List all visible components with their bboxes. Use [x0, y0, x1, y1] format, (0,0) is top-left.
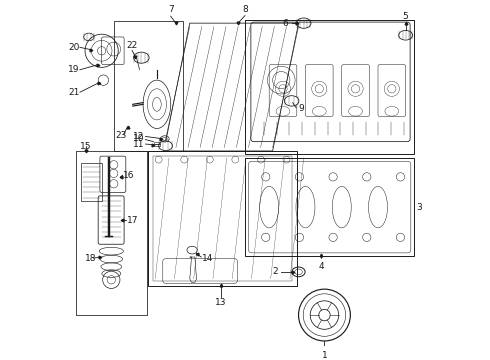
Ellipse shape	[159, 141, 172, 150]
Bar	[76, 151, 147, 315]
Text: 19: 19	[69, 65, 80, 74]
Bar	[245, 158, 414, 256]
Bar	[148, 151, 297, 286]
Text: 11: 11	[133, 140, 145, 149]
Text: 2: 2	[272, 267, 278, 276]
Text: 7: 7	[168, 5, 173, 14]
Text: 1: 1	[321, 351, 327, 360]
Text: 22: 22	[126, 41, 138, 50]
Text: 12: 12	[133, 132, 145, 141]
Ellipse shape	[284, 96, 299, 106]
Text: 5: 5	[403, 12, 409, 21]
Bar	[154, 142, 160, 144]
Text: 15: 15	[80, 142, 91, 151]
Text: 4: 4	[318, 261, 324, 270]
Text: 6: 6	[282, 19, 288, 28]
Text: 16: 16	[123, 171, 135, 180]
Text: 3: 3	[416, 203, 422, 212]
Bar	[114, 22, 183, 151]
Text: 23: 23	[116, 131, 127, 140]
Bar	[245, 20, 414, 154]
Bar	[81, 163, 101, 201]
Text: 21: 21	[69, 88, 80, 97]
Text: 17: 17	[127, 216, 138, 225]
Text: 13: 13	[215, 298, 226, 307]
Text: 10: 10	[133, 134, 145, 143]
Text: 18: 18	[85, 253, 97, 262]
Text: 8: 8	[242, 5, 248, 14]
Text: 9: 9	[298, 104, 304, 113]
Text: 20: 20	[69, 43, 80, 52]
Bar	[154, 144, 160, 147]
Text: 14: 14	[202, 253, 213, 262]
Bar	[153, 156, 292, 280]
